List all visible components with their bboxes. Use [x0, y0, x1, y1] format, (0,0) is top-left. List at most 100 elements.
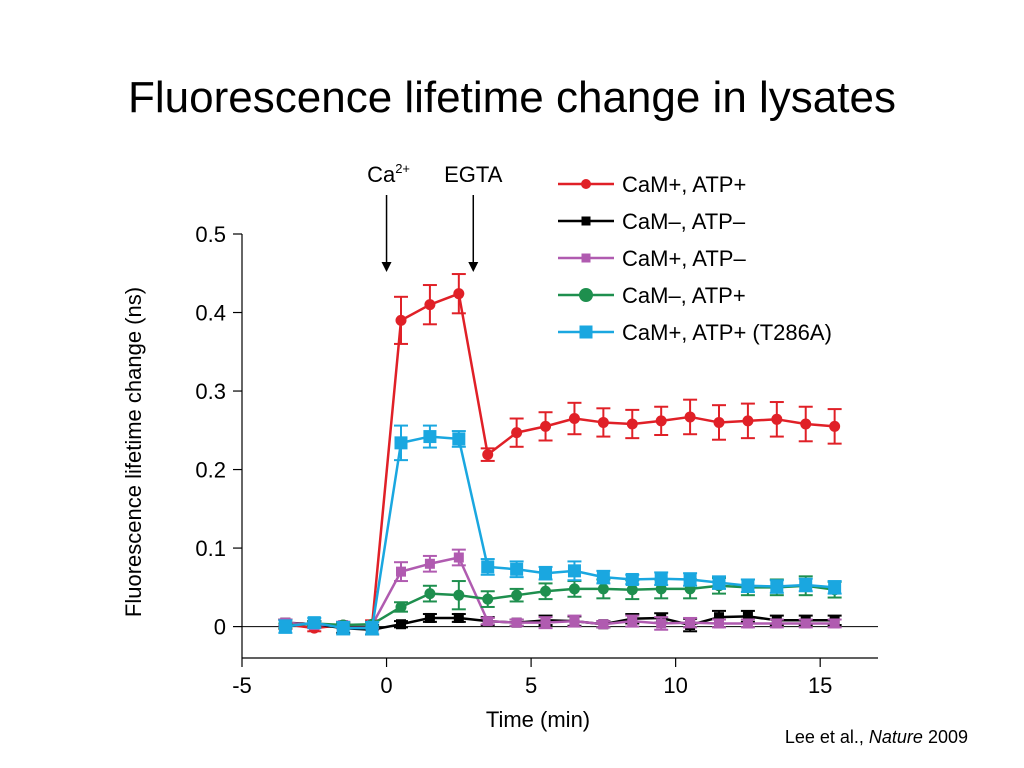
series-line: [285, 435, 835, 630]
data-point: [654, 572, 668, 586]
annotation-label: Ca2+: [367, 161, 410, 187]
data-point: [482, 449, 494, 461]
data-point: [511, 589, 523, 601]
data-point: [627, 616, 638, 627]
data-point: [800, 418, 812, 430]
data-point: [770, 580, 784, 594]
data-point: [655, 583, 667, 595]
annotation-superscript: 2+: [395, 161, 410, 176]
citation-year: 2009: [927, 727, 968, 747]
series-layer: [278, 273, 842, 636]
data-point: [395, 601, 407, 613]
data-point: [540, 420, 552, 432]
data-point: [626, 584, 638, 596]
data-point: [482, 616, 493, 627]
legend-item-2: CaM–, ATP–: [558, 209, 746, 234]
data-point: [567, 564, 581, 578]
legend-marker: [581, 216, 591, 226]
data-point: [423, 430, 437, 444]
series-1: [278, 273, 842, 634]
legend-item-4: CaM–, ATP+: [558, 283, 746, 308]
data-point: [424, 558, 435, 569]
x-axis-label: Time (min): [486, 707, 590, 732]
data-point: [424, 299, 436, 311]
legend-label: CaM+, ATP+: [622, 172, 746, 197]
data-point: [453, 612, 464, 623]
data-point: [742, 611, 753, 622]
series-5: [278, 424, 842, 636]
data-point: [568, 583, 580, 595]
data-point: [278, 620, 292, 634]
data-point: [829, 618, 840, 629]
data-point: [481, 560, 495, 574]
data-point: [685, 617, 696, 628]
legend-item-1: CaM+, ATP+: [558, 172, 746, 197]
annotation-arrowhead: [468, 262, 479, 272]
data-point: [625, 572, 639, 586]
legend-label: CaM+, ATP+ (T286A): [622, 320, 832, 345]
data-point: [684, 411, 696, 423]
slide-title: Fluorescence lifetime change in lysates: [128, 73, 896, 122]
data-point: [569, 616, 580, 627]
legend-label: CaM–, ATP+: [622, 283, 746, 308]
citation: Lee et al., Nature 2009: [785, 727, 968, 748]
data-point: [741, 579, 755, 593]
data-point: [799, 578, 813, 592]
data-point: [452, 432, 466, 446]
legend-marker: [581, 179, 591, 189]
data-point: [568, 413, 580, 425]
data-point: [539, 566, 553, 580]
data-point: [395, 314, 407, 326]
x-tick-label: 10: [663, 673, 687, 698]
legend-item-3: CaM+, ATP–: [558, 246, 746, 271]
data-point: [394, 436, 408, 450]
data-point: [482, 593, 494, 605]
data-point: [829, 420, 841, 432]
citation-authors: Lee et al.,: [784, 727, 864, 747]
axis-ticks: 0 0.1 0.2 0.3 0.4 0.5 -5 0 5 10 15: [195, 222, 832, 698]
legend-marker: [581, 253, 591, 263]
data-point: [713, 416, 725, 428]
data-point: [596, 570, 610, 584]
legend-label: CaM–, ATP–: [622, 209, 746, 234]
legend-label: CaM+, ATP–: [622, 246, 746, 271]
data-point: [336, 621, 350, 635]
legend-marker: [579, 288, 593, 302]
y-axis-label: Fluorescence lifetime change (ns): [121, 287, 146, 617]
legend-marker: [579, 325, 593, 339]
y-tick-label: 0.4: [195, 301, 226, 326]
data-point: [597, 583, 609, 595]
data-point: [511, 427, 523, 439]
data-point: [453, 589, 465, 601]
data-point: [307, 616, 321, 630]
data-point: [742, 415, 754, 427]
data-point: [453, 288, 465, 300]
data-point: [510, 562, 524, 576]
annotation-label: EGTA: [444, 162, 503, 187]
y-tick-label: 0.1: [195, 536, 226, 561]
data-point: [396, 619, 406, 630]
data-point: [656, 618, 667, 629]
legend-item-5: CaM+, ATP+ (T286A): [558, 320, 832, 345]
data-point: [771, 413, 783, 425]
data-point: [714, 612, 724, 623]
data-point: [598, 619, 609, 630]
chart-legend: CaM+, ATP+ CaM–, ATP– CaM+, ATP– CaM–, ATP+…: [558, 172, 832, 345]
data-point: [742, 618, 753, 629]
y-tick-label: 0.5: [195, 222, 226, 247]
data-point: [511, 617, 522, 628]
data-point: [712, 576, 726, 590]
data-point: [714, 618, 724, 629]
data-point: [540, 617, 551, 628]
data-point: [540, 585, 552, 597]
citation-journal: Nature: [868, 727, 923, 747]
y-tick-label: 0: [214, 615, 226, 640]
data-point: [626, 418, 638, 430]
data-point: [453, 552, 464, 563]
x-tick-label: -5: [232, 673, 252, 698]
y-tick-label: 0.2: [195, 458, 226, 483]
x-tick-label: 5: [525, 673, 537, 698]
y-tick-label: 0.3: [195, 379, 226, 404]
data-point: [800, 618, 811, 629]
